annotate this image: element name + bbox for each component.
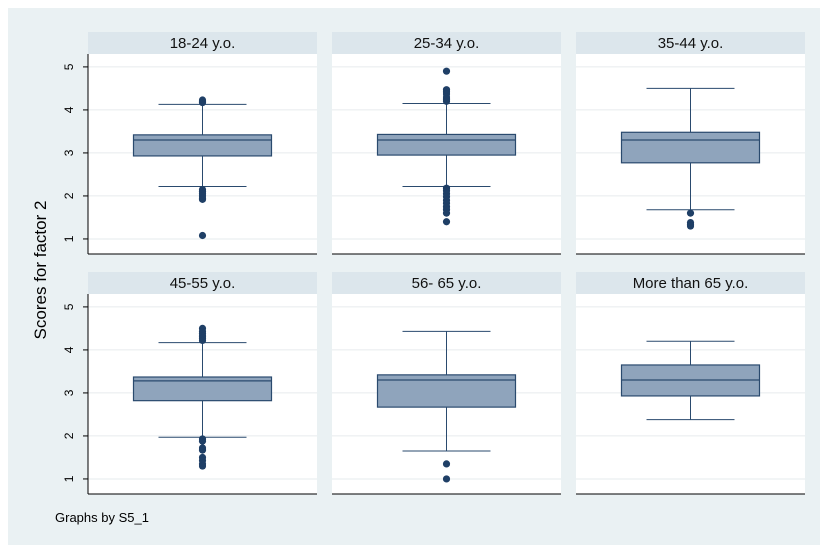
panel-title: 56- 65 y.o. <box>412 275 482 292</box>
panel-4: 45-55 y.o. 1 2 3 4 5 <box>62 272 317 495</box>
outlier-point <box>442 475 451 483</box>
y-tick-label: 5 <box>62 63 76 70</box>
panels: 18-24 y.o. 1 2 3 4 5 25-34 y.o. 35-44 y.o. 45-55… <box>62 32 805 495</box>
outlier-point <box>442 460 451 468</box>
outlier-point <box>686 209 695 217</box>
panel-header <box>88 272 317 294</box>
outlier-point <box>198 446 207 454</box>
panel-title: 25-34 y.o. <box>414 35 480 52</box>
footnote: Graphs by S5_1 <box>55 510 149 525</box>
outlier-point <box>442 218 451 226</box>
y-tick-label: 5 <box>62 303 76 310</box>
y-tick-label: 3 <box>62 149 76 156</box>
iqr-box <box>132 376 273 402</box>
panel-title: 35-44 y.o. <box>658 35 724 52</box>
outlier-point <box>198 437 207 445</box>
panel-title: 45-55 y.o. <box>170 275 236 292</box>
outlier-point <box>442 97 451 105</box>
y-tick-label: 2 <box>62 192 76 199</box>
outlier-point <box>198 336 207 345</box>
iqr-box <box>132 134 273 157</box>
iqr-box <box>376 133 517 156</box>
y-tick-label: 1 <box>62 475 76 482</box>
panel-6: More than 65 y.o. <box>576 272 805 495</box>
outlier-point <box>442 209 451 217</box>
outlier-point <box>198 231 207 240</box>
panel-header <box>576 272 805 294</box>
panel-2: 25-34 y.o. <box>332 32 561 255</box>
iqr-box <box>620 131 761 164</box>
y-tick-label: 4 <box>62 106 76 113</box>
panel-header <box>332 32 561 54</box>
y-tick-label: 4 <box>62 346 76 353</box>
outlier-point <box>686 222 695 230</box>
panel-title: More than 65 y.o. <box>633 275 749 292</box>
outlier-point <box>198 96 207 104</box>
y-tick-label: 2 <box>62 432 76 439</box>
panel-title: 18-24 y.o. <box>170 35 236 52</box>
outlier-point <box>442 67 451 75</box>
outlier-point <box>198 195 207 203</box>
y-axis-label: Scores for factor 2 <box>31 201 50 340</box>
panel-header <box>88 32 317 54</box>
y-tick-label: 1 <box>62 235 76 242</box>
panel-5: 56- 65 y.o. <box>332 272 561 495</box>
outlier-point <box>198 462 207 470</box>
panel-3: 35-44 y.o. <box>576 32 805 255</box>
y-tick-label: 3 <box>62 389 76 396</box>
panel-header <box>332 272 561 294</box>
panel-1: 18-24 y.o. 1 2 3 4 5 <box>62 32 317 255</box>
panel-header <box>576 32 805 54</box>
